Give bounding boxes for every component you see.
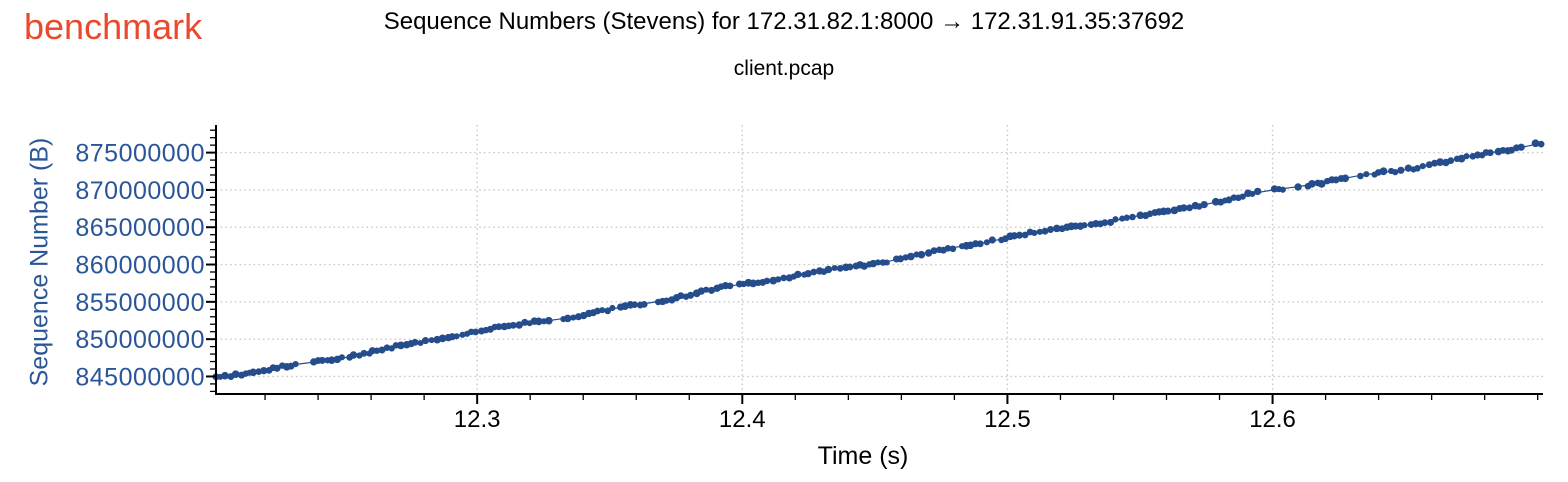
gridlines: [216, 125, 1543, 394]
y-tick-label: 855000000: [75, 289, 205, 317]
benchmark-logo: benchmark: [24, 6, 203, 47]
chart-subtitle: client.pcap: [733, 57, 835, 80]
x-tick-label: 12.6: [1249, 406, 1296, 433]
x-tick-labels: 12.3 12.4 12.5 12.6: [454, 406, 1296, 433]
y-tick-label: 850000000: [75, 326, 205, 354]
chart-title: Sequence Numbers (Stevens) for 172.31.82…: [383, 8, 1185, 35]
y-tick-label: 845000000: [75, 363, 205, 391]
x-tick-label: 12.4: [719, 406, 766, 433]
ticks: [206, 129, 1539, 404]
y-tick-label: 875000000: [75, 140, 205, 168]
data-points: [212, 139, 1545, 381]
y-tick-label: 870000000: [75, 177, 205, 205]
x-tick-label: 12.5: [984, 406, 1031, 433]
y-tick-label: 865000000: [75, 214, 205, 242]
x-axis-label: Time (s): [817, 442, 909, 470]
y-tick-label: 860000000: [75, 252, 205, 280]
y-tick-labels: 845000000 850000000 855000000 860000000 8650…: [75, 140, 205, 392]
x-tick-label: 12.3: [454, 406, 501, 433]
axes: [215, 125, 1543, 395]
